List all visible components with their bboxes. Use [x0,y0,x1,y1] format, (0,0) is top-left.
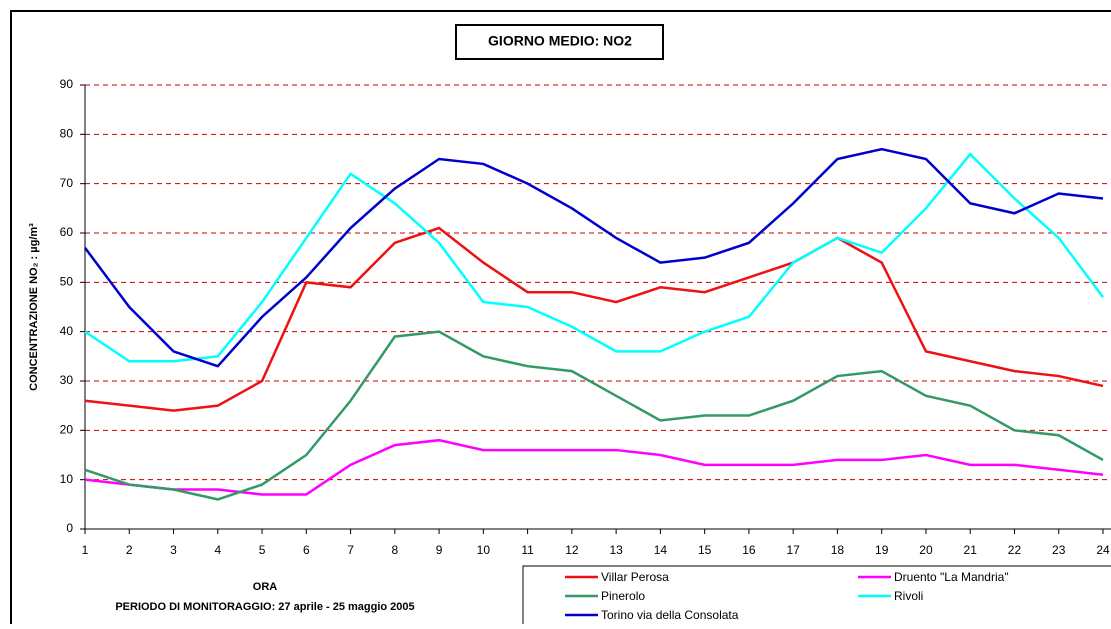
x-tick-label: 11 [521,543,534,557]
y-tick-label: 30 [60,373,74,387]
line [84,330,1104,501]
x-tick-label: 24 [1096,543,1110,557]
line [84,438,1104,496]
x-tick-label: 3 [170,543,177,557]
x-tick-label: 14 [654,543,668,557]
legend [522,565,1111,629]
x-tick-label: 10 [477,543,491,557]
x-tick-label: 6 [303,543,310,557]
x-tick-label: 9 [436,543,443,557]
y-tick-label: 0 [66,521,73,535]
y-tick-label: 40 [60,324,74,338]
subtitle: PERIODO DI MONITORAGGIO: 27 aprile - 25 … [115,601,414,613]
x-tick-label: 17 [786,543,800,557]
x-tick-label: 23 [1052,543,1066,557]
x-tick-label: 15 [698,543,712,557]
line [83,147,1104,368]
x-tick-label: 7 [347,543,354,557]
y-tick-label: 50 [60,275,74,289]
x-tick-label: 21 [964,543,978,557]
y-tick-label: 70 [60,176,74,190]
x-tick-label: 22 [1008,543,1022,557]
line [84,152,1105,363]
x-tick-label: 8 [391,543,398,557]
x-tick-label: 12 [565,543,579,557]
legend-label: Torino via della Consolata [601,608,739,622]
y-tick-label: 90 [60,77,74,91]
x-tick-label: 16 [742,543,756,557]
x-tick-label: 13 [609,543,623,557]
line [84,226,1104,412]
x-tick-label: 19 [875,543,889,557]
x-tick-label: 2 [126,543,133,557]
x-tick-label: 20 [919,543,933,557]
x-axis-label: ORA [253,581,278,593]
x-tick-label: 4 [214,543,221,557]
y-tick-label: 10 [60,472,74,486]
x-tick-label: 18 [831,543,845,557]
legend-label: Pinerolo [601,589,645,603]
title-box [455,24,664,60]
y-axis-label: CONCENTRAZIONE NO₂ : µg/m³ [28,223,40,391]
x-tick-label: 1 [82,543,89,557]
frame [10,10,1111,629]
chart-title: GIORNO MEDIO: NO2 [488,33,632,49]
legend-label: Villar Perosa [601,570,669,584]
legend-label: Rivoli [894,589,923,603]
y-tick-label: 80 [60,127,74,141]
x-tick-label: 5 [259,543,266,557]
legend-label: Druento "La Mandria" [894,570,1009,584]
y-tick-label: 60 [60,225,74,239]
y-tick-label: 20 [60,423,74,437]
